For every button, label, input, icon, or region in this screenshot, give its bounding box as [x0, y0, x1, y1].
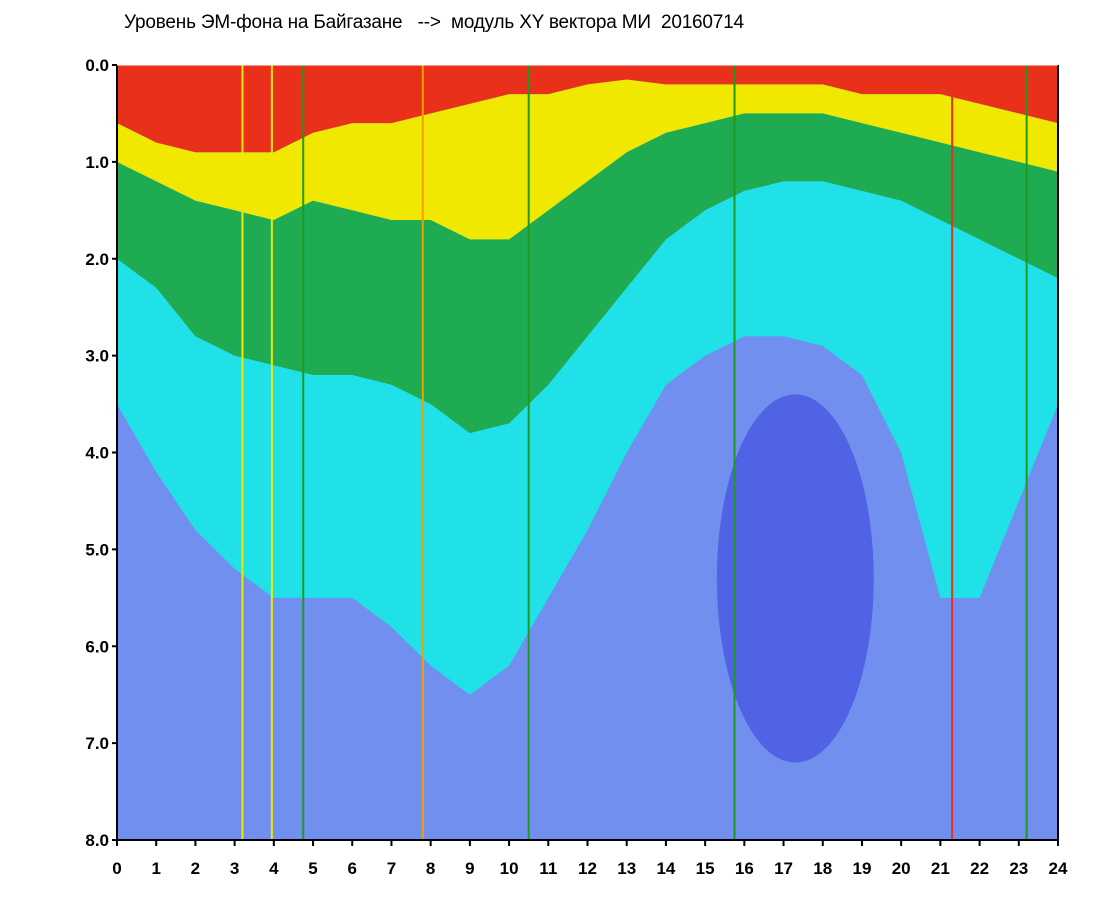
band-cyan: [117, 181, 1058, 695]
x-tick-label: 22: [970, 859, 989, 878]
y-tick-label: 3.0: [85, 347, 109, 366]
x-tick-label: 5: [308, 859, 317, 878]
x-tick-label: 24: [1049, 859, 1068, 878]
y-tick-label: 8.0: [85, 831, 109, 850]
x-tick-label: 4: [269, 859, 279, 878]
x-tick-label: 2: [191, 859, 200, 878]
y-tick-label: 7.0: [85, 734, 109, 753]
x-tick-label: 17: [774, 859, 793, 878]
x-tick-label: 18: [813, 859, 832, 878]
blue-core-region: [716, 394, 874, 763]
x-tick-label: 13: [617, 859, 636, 878]
x-tick-label: 10: [500, 859, 519, 878]
chart-title: Уровень ЭМ-фона на Байгазане --> модуль …: [124, 12, 744, 33]
x-tick-label: 1: [151, 859, 160, 878]
x-tick-label: 12: [578, 859, 597, 878]
x-axis-ticks: 0 1 2 3 4 5 6 7 8 9 10 11 12 13 14 15 16 17 18 19 20 21 22 23 24: [112, 840, 1068, 878]
x-tick-label: 9: [465, 859, 474, 878]
x-tick-label: 6: [348, 859, 357, 878]
x-tick-label: 11: [539, 859, 557, 878]
band-green: [117, 113, 1058, 434]
plot-area: [117, 65, 1058, 840]
x-tick-label: 0: [112, 859, 121, 878]
x-tick-label: 21: [931, 859, 950, 878]
y-tick-label: 4.0: [85, 444, 109, 463]
x-tick-label: 8: [426, 859, 435, 878]
y-tick-label: 1.0: [85, 153, 109, 172]
x-tick-label: 20: [892, 859, 911, 878]
y-axis-ticks: 0.0 1.0 2.0 3.0 4.0 5.0 6.0 7.0 8.0: [85, 56, 117, 850]
y-tick-label: 6.0: [85, 637, 109, 656]
vertical-lines: [241, 65, 1028, 840]
band-yellow: [117, 79, 1058, 240]
band-red: [117, 65, 1058, 153]
x-tick-label: 7: [387, 859, 396, 878]
x-tick-label: 23: [1009, 859, 1028, 878]
x-tick-label: 3: [230, 859, 239, 878]
y-tick-label: 2.0: [85, 250, 109, 269]
x-tick-label: 14: [656, 859, 675, 878]
x-tick-label: 16: [735, 859, 754, 878]
y-tick-label: 5.0: [85, 540, 109, 559]
band-violet: [117, 336, 1058, 840]
x-tick-label: 15: [696, 859, 715, 878]
x-tick-label: 19: [852, 859, 871, 878]
y-tick-label: 0.0: [85, 56, 109, 75]
